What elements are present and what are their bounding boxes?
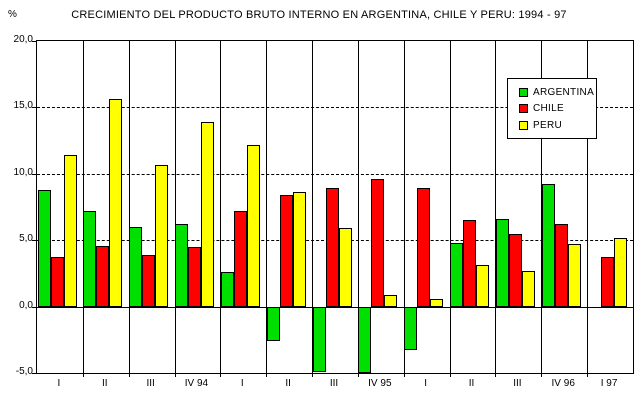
bar-argentina-2 (83, 210, 97, 307)
x-axis-label: I (57, 378, 61, 389)
bar-peru-3 (155, 164, 169, 307)
bar-chile-11 (508, 233, 522, 307)
category-separator (495, 41, 497, 377)
x-axis-label: II (101, 378, 108, 389)
bar-peru-9 (430, 298, 444, 307)
y-axis-tick (32, 373, 37, 374)
y-axis-tick (32, 107, 37, 109)
bar-chile-2 (96, 245, 110, 307)
legend-swatch-peru (519, 120, 528, 130)
x-axis-label: II (285, 378, 291, 389)
bar-chile-6 (279, 195, 293, 307)
bar-chile-4 (188, 246, 202, 307)
bar-peru-5 (246, 144, 260, 307)
bar-peru-1 (63, 155, 77, 307)
x-axis-label: IV 96 (551, 378, 575, 389)
bar-chile-1 (50, 257, 64, 307)
bar-argentina-8 (358, 306, 372, 373)
bar-argentina-11 (495, 218, 509, 307)
bar-peru-4 (201, 122, 215, 307)
y-axis-tick (32, 173, 37, 175)
legend-label: ARGENTINA (533, 86, 595, 98)
category-separator (220, 41, 222, 377)
y-axis-tick (32, 41, 37, 42)
bar-chile-13 (600, 257, 614, 307)
y-axis-tick (32, 240, 37, 242)
gridline-15 (37, 107, 633, 109)
bar-argentina-5 (220, 272, 234, 307)
gridline-10 (37, 173, 633, 175)
legend-item-chile: CHILE (519, 103, 596, 114)
bar-chile-12 (554, 224, 568, 307)
x-axis-label: III (146, 378, 155, 389)
category-separator (312, 41, 314, 377)
bar-chile-5 (233, 210, 247, 307)
y-axis-tick-label: 10,0 (13, 166, 33, 178)
bar-chile-3 (142, 254, 156, 307)
category-separator (587, 41, 589, 377)
category-separator (449, 41, 451, 377)
x-axis-label: III (513, 378, 522, 389)
category-separator (403, 41, 405, 377)
y-axis-tick (32, 306, 37, 308)
x-axis-label: I 97 (600, 378, 618, 389)
category-separator (266, 41, 268, 377)
plot-area: ARGENTINA CHILE PERU (32, 40, 634, 377)
x-axis-label: I (424, 378, 428, 389)
chart-title: CRECIMIENTO DEL PRODUCTO BRUTO INTERNO E… (71, 9, 567, 21)
y-axis-tick-label: 5,0 (19, 233, 33, 245)
bar-argentina-1 (37, 189, 51, 307)
bar-chile-9 (417, 188, 431, 307)
legend-box: ARGENTINA CHILE PERU (507, 78, 597, 139)
x-axis-label: III (329, 378, 339, 389)
bar-argentina-3 (129, 226, 143, 307)
bar-peru-6 (292, 192, 306, 307)
category-separator (174, 41, 176, 377)
bar-argentina-6 (266, 306, 280, 342)
bar-chile-10 (463, 220, 477, 307)
legend-label: PERU (533, 119, 562, 131)
x-axis-label: IV 94 (184, 378, 209, 389)
bar-peru-11 (521, 270, 535, 307)
bar-peru-7 (338, 228, 352, 307)
bar-peru-2 (109, 99, 123, 307)
category-separator (82, 41, 84, 377)
bar-argentina-10 (450, 242, 464, 307)
bar-peru-8 (384, 294, 398, 307)
x-axis-label: I (240, 378, 244, 389)
bar-chile-8 (371, 179, 385, 307)
bar-argentina-12 (541, 184, 555, 307)
bar-argentina-7 (312, 306, 326, 372)
y-axis-tick-label: 0,0 (19, 299, 33, 311)
zero-gridline (37, 306, 633, 308)
legend-swatch-chile (519, 104, 528, 113)
y-axis-tick-label: 15,0 (13, 100, 33, 112)
bar-chile-7 (325, 188, 339, 307)
x-axis-label: IV 95 (368, 378, 392, 389)
x-axis-label: II (468, 378, 475, 389)
y-axis-tick-label: -5,0 (15, 366, 33, 377)
y-axis-unit-label: % (8, 9, 17, 20)
bar-peru-12 (567, 244, 581, 307)
bar-peru-10 (476, 265, 490, 307)
legend-item-argentina: ARGENTINA (519, 87, 596, 98)
bar-argentina-9 (404, 306, 418, 351)
legend-swatch-argentina (519, 87, 528, 97)
bar-argentina-4 (175, 224, 189, 307)
legend-label: CHILE (533, 103, 564, 114)
bar-peru-13 (613, 237, 627, 307)
category-separator (128, 41, 130, 377)
y-axis-tick-label: 20,0 (13, 34, 33, 45)
legend-item-peru: PERU (519, 120, 596, 131)
category-separator (357, 41, 359, 377)
